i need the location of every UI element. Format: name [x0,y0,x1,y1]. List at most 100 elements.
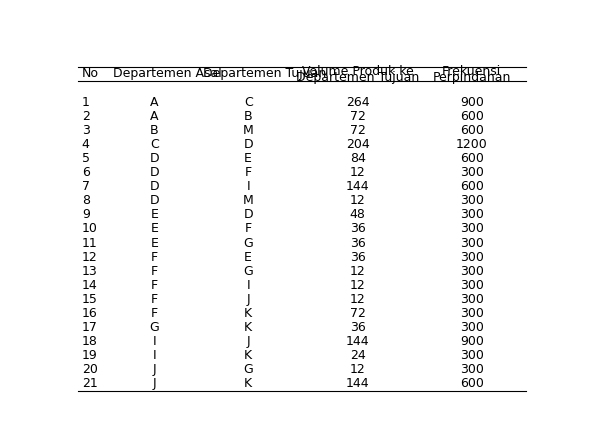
Text: 84: 84 [350,152,366,165]
Text: M: M [243,194,253,207]
Text: F: F [151,293,158,306]
Text: J: J [153,363,156,377]
Text: 24: 24 [350,349,366,362]
Text: Departemen Tujuan: Departemen Tujuan [296,71,419,83]
Text: A: A [150,95,158,109]
Text: D: D [150,180,159,193]
Text: 300: 300 [460,222,484,235]
Text: E: E [244,250,252,264]
Text: 21: 21 [82,377,98,390]
Text: 900: 900 [460,95,484,109]
Text: Departemen Tujuan: Departemen Tujuan [203,67,326,80]
Text: 6: 6 [82,166,90,179]
Text: 12: 12 [350,293,366,306]
Text: 204: 204 [346,138,370,151]
Text: 300: 300 [460,194,484,207]
Text: 15: 15 [82,293,98,306]
Text: 144: 144 [346,335,369,348]
Text: 300: 300 [460,237,484,250]
Text: E: E [150,237,158,250]
Text: G: G [243,265,253,278]
Text: 1: 1 [82,95,90,109]
Text: K: K [244,321,252,334]
Text: 20: 20 [82,363,98,377]
Text: 5: 5 [82,152,90,165]
Text: Frekuensi: Frekuensi [442,65,501,78]
Text: F: F [244,222,252,235]
Text: Departemen Asal: Departemen Asal [113,67,222,80]
Text: G: G [243,237,253,250]
Text: 36: 36 [350,321,366,334]
Text: 13: 13 [82,265,98,278]
Text: Volume Produk ke: Volume Produk ke [302,65,413,78]
Text: G: G [243,363,253,377]
Text: 12: 12 [350,363,366,377]
Text: E: E [150,222,158,235]
Text: 72: 72 [350,307,366,320]
Text: I: I [153,349,156,362]
Text: B: B [150,124,158,137]
Text: K: K [244,349,252,362]
Text: 600: 600 [460,180,484,193]
Text: F: F [151,307,158,320]
Text: 12: 12 [350,194,366,207]
Text: 12: 12 [350,265,366,278]
Text: 18: 18 [82,335,98,348]
Text: 900: 900 [460,335,484,348]
Text: 8: 8 [82,194,90,207]
Text: Perpindahan: Perpindahan [433,71,511,83]
Text: K: K [244,307,252,320]
Text: F: F [151,279,158,292]
Text: 600: 600 [460,377,484,390]
Text: C: C [244,95,253,109]
Text: 10: 10 [82,222,98,235]
Text: J: J [246,335,250,348]
Text: B: B [244,110,253,123]
Text: 300: 300 [460,279,484,292]
Text: 2: 2 [82,110,90,123]
Text: 300: 300 [460,363,484,377]
Text: 4: 4 [82,138,90,151]
Text: F: F [151,250,158,264]
Text: I: I [246,180,250,193]
Text: E: E [150,208,158,222]
Text: 3: 3 [82,124,90,137]
Text: 600: 600 [460,110,484,123]
Text: 600: 600 [460,152,484,165]
Text: C: C [150,138,158,151]
Text: 17: 17 [82,321,98,334]
Text: F: F [244,166,252,179]
Text: 12: 12 [82,250,98,264]
Text: No: No [82,67,99,80]
Text: 72: 72 [350,110,366,123]
Text: K: K [244,377,252,390]
Text: 36: 36 [350,237,366,250]
Text: D: D [150,194,159,207]
Text: G: G [150,321,159,334]
Text: 300: 300 [460,166,484,179]
Text: J: J [246,293,250,306]
Text: 144: 144 [346,377,369,390]
Text: F: F [151,265,158,278]
Text: J: J [153,377,156,390]
Text: 300: 300 [460,307,484,320]
Text: I: I [246,279,250,292]
Text: D: D [150,166,159,179]
Text: D: D [150,152,159,165]
Text: 264: 264 [346,95,369,109]
Text: M: M [243,124,253,137]
Text: 300: 300 [460,321,484,334]
Text: 16: 16 [82,307,98,320]
Text: D: D [243,138,253,151]
Text: 144: 144 [346,180,369,193]
Text: 600: 600 [460,124,484,137]
Text: 36: 36 [350,250,366,264]
Text: 9: 9 [82,208,90,222]
Text: 300: 300 [460,265,484,278]
Text: I: I [153,335,156,348]
Text: 14: 14 [82,279,98,292]
Text: 11: 11 [82,237,98,250]
Text: 12: 12 [350,279,366,292]
Text: 300: 300 [460,208,484,222]
Text: 36: 36 [350,222,366,235]
